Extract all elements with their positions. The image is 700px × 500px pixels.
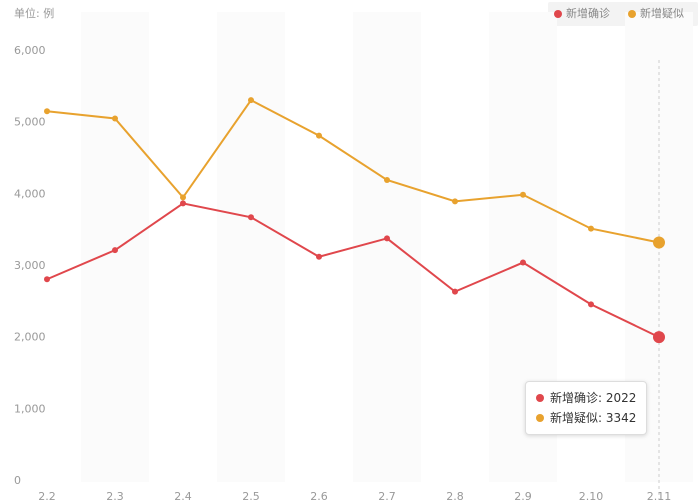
x-tick-label: 2.2 [38,490,56,500]
legend-marker [628,10,636,18]
point [653,331,665,344]
legend-label: 新增确诊 [566,6,610,20]
tooltip-name: 新增确诊 [550,391,599,405]
x-tick-label: 2.6 [310,490,328,500]
x-tick-label: 2.3 [106,490,124,500]
x-tick-label: 2.9 [514,490,532,500]
tooltip-marker [536,394,544,402]
point [520,259,526,266]
point [452,288,458,295]
band [217,12,285,482]
separator: : [598,391,606,405]
x-tick-label: 2.10 [579,490,604,500]
x-tick-label: 2.4 [174,490,192,500]
tooltip-row: 新增确诊: 2022 [536,388,636,408]
band [81,12,149,482]
point [112,247,118,254]
y-tick-label: 5,000 [14,116,46,129]
y-tick-label: 1,000 [14,402,46,415]
tooltip-name: 新增疑似 [550,411,599,425]
point [588,225,594,232]
legend-marker [554,10,562,18]
point [316,253,322,260]
point [588,301,594,308]
point [384,176,390,183]
point [384,235,390,242]
series-line [46,202,660,338]
y-axis-label: 单位: 例 [14,6,54,20]
point [112,115,118,122]
series-line [46,98,660,244]
point [180,200,186,207]
y-tick-label: 0 [14,474,21,487]
point [520,191,526,198]
tooltip-row: 新增疑似: 3342 [536,408,636,428]
point [316,132,322,139]
tooltip-marker [536,414,544,422]
point [248,97,254,104]
point [180,194,186,201]
band [353,12,421,482]
y-tick-label: 4,000 [14,187,46,200]
legend-label: 新增疑似 [640,6,684,20]
x-tick-label: 2.7 [378,490,396,500]
point [44,276,50,283]
tooltip-value: 3342 [605,411,637,425]
point [653,236,665,249]
point [248,214,254,221]
y-tick-label: 6,000 [14,44,46,57]
y-tick-label: 2,000 [14,331,46,344]
x-tick-label: 2.8 [446,490,464,500]
x-tick-label: 2.5 [242,490,260,500]
tooltip: 新增确诊: 2022 新增疑似: 3342 [525,381,648,435]
point [44,108,50,115]
tooltip-value: 2022 [605,391,637,405]
point [452,198,458,205]
separator: : [598,411,606,425]
x-tick-label: 2.11 [647,490,672,500]
y-tick-label: 3,000 [14,259,46,272]
